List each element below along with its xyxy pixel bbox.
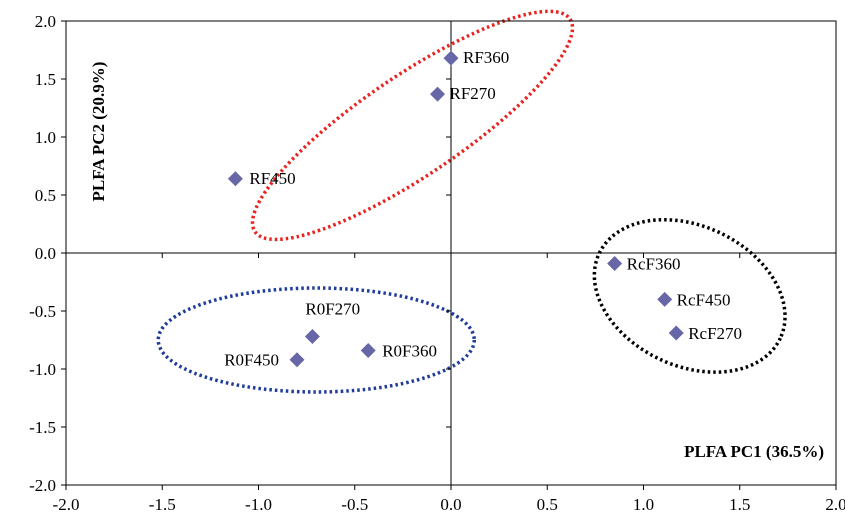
y-tick-label: -1.5	[29, 418, 56, 437]
point-labels: RF360 RF270 RF450 RcF360 RcF450 RcF270 R0F270 R…	[224, 48, 742, 370]
x-tick-labels: -2.0 -1.5 -1.0 -0.5 0.0 0.5 1.0 1.5 2.0	[53, 495, 845, 514]
y-tick-label: -0.5	[29, 302, 56, 321]
point-marker	[289, 352, 305, 368]
x-tick-label: -2.0	[53, 495, 80, 514]
y-tick-label: 1.0	[35, 128, 56, 147]
point-marker	[304, 329, 320, 345]
y-tick-labels: -2.0 -1.5 -1.0 -0.5 0.0 0.5 1.0 1.5 2.0	[29, 12, 56, 495]
point-marker	[443, 50, 459, 66]
y-tick-label: -1.0	[29, 360, 56, 379]
point-marker	[668, 325, 684, 341]
x-tick-label: 0.5	[537, 495, 558, 514]
x-tick-label: -1.5	[149, 495, 176, 514]
point-marker	[657, 291, 673, 307]
point-label: R0F360	[382, 341, 437, 360]
y-tick-label: 0.0	[35, 244, 56, 263]
data-points	[227, 50, 684, 368]
group-ellipse	[156, 286, 476, 394]
axes	[61, 20, 837, 490]
point-marker	[227, 171, 243, 187]
point-label: RcF360	[627, 254, 681, 273]
point-label: RcF270	[688, 324, 742, 343]
x-tick-label: 1.0	[633, 495, 654, 514]
point-label: RF360	[463, 48, 509, 67]
y-tick-label: 2.0	[35, 12, 56, 31]
x-tick-label: -0.5	[341, 495, 368, 514]
point-label: RF270	[450, 84, 496, 103]
point-label: RF450	[249, 169, 295, 188]
point-label: RcF450	[677, 290, 731, 309]
y-tick-label: -2.0	[29, 476, 56, 495]
point-label: R0F450	[224, 351, 279, 370]
group-ellipse	[250, 9, 575, 242]
x-tick-label: 1.5	[729, 495, 750, 514]
y-tick-label: 1.5	[35, 70, 56, 89]
y-tick-label: 0.5	[35, 186, 56, 205]
x-axis-label: PLFA PC1 (36.5%)	[684, 442, 824, 461]
x-tick-label: 0.0	[440, 495, 461, 514]
group-ellipses	[156, 9, 787, 394]
x-tick-label: 2.0	[825, 495, 845, 514]
y-axis-label: PLFA PC2 (20.9%)	[89, 62, 108, 202]
point-marker	[430, 86, 446, 102]
point-marker	[607, 255, 623, 271]
x-tick-label: -1.0	[245, 495, 272, 514]
group-ellipse	[592, 217, 787, 374]
point-label: R0F270	[305, 300, 360, 319]
point-marker	[360, 342, 376, 358]
